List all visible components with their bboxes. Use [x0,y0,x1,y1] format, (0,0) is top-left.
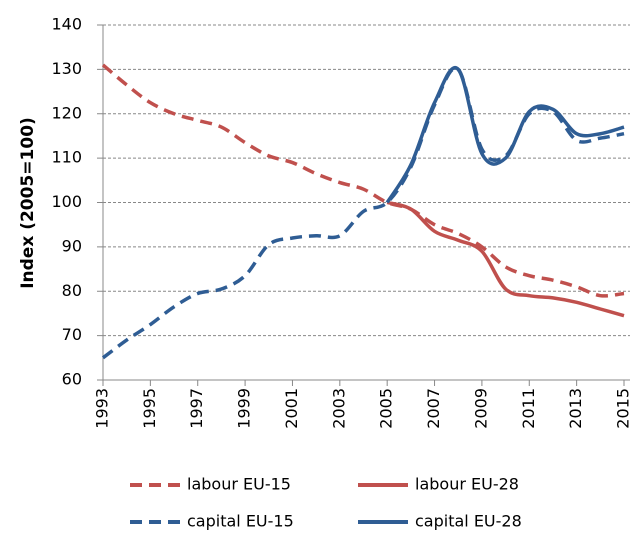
y-tick-label: 60 [62,370,82,389]
y-axis-label: Index (2005=100) [18,117,38,289]
x-tick-label: 2007 [424,388,443,429]
x-tick-label: 1999 [235,388,254,429]
x-tick-label: 2003 [329,388,348,429]
line-series [386,200,625,318]
line-series [101,66,625,360]
y-tick-label: 100 [51,192,82,211]
legend-label: labour EU-15 [187,475,291,494]
x-tick-label: 2015 [614,388,632,429]
x-tick-label: 2011 [519,388,538,429]
legend-label: labour EU-28 [415,475,519,494]
y-tick-label: 80 [62,281,82,300]
y-tick-label: 140 [51,15,82,34]
x-tick-label: 1997 [187,388,206,429]
x-tick-label: 2013 [566,388,585,429]
y-tick-label: 130 [51,59,82,78]
legend-label: capital EU-28 [415,512,522,531]
y-tick-label: 90 [62,236,82,255]
legend-label: capital EU-15 [187,512,294,531]
x-tick-label: 2009 [471,388,490,429]
x-tick-label: 1995 [140,388,159,429]
y-tick-label: 120 [51,103,82,122]
x-tick-label: 2005 [377,388,396,429]
y-tick-label: 70 [62,325,82,344]
x-tick-label: 1993 [93,388,112,429]
line-series [101,63,625,298]
y-tick-label: 110 [51,148,82,167]
line-series [385,65,625,204]
x-tick-label: 2001 [282,388,301,429]
